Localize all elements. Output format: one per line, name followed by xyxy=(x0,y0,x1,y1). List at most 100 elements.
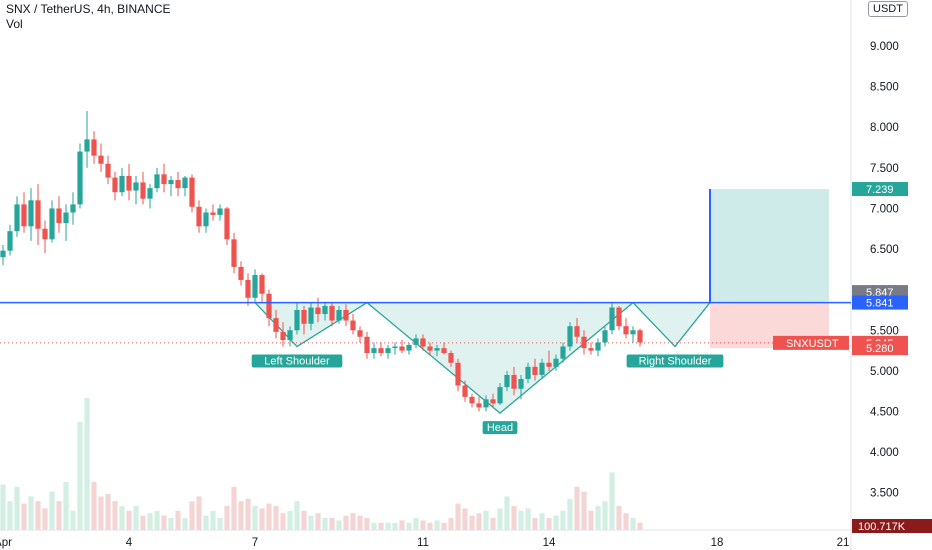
candle-body xyxy=(91,139,97,156)
candle-body xyxy=(0,250,6,258)
candle-body xyxy=(14,204,20,232)
volume-bar xyxy=(567,498,573,530)
volume-bar xyxy=(343,515,349,530)
y-tick-label: 4.000 xyxy=(870,447,899,459)
volume-bar xyxy=(119,506,125,530)
volume-bar xyxy=(518,510,524,530)
volume-bar xyxy=(350,513,356,530)
volume-bar xyxy=(392,522,398,530)
currency-unit-button[interactable]: USDT xyxy=(868,1,908,17)
candle-body xyxy=(35,200,41,229)
candle-body xyxy=(511,374,517,389)
candle-body xyxy=(21,204,27,227)
y-tick-label: 8.500 xyxy=(870,82,899,94)
candle-body xyxy=(266,293,272,319)
volume-bar xyxy=(147,513,153,530)
candle-body xyxy=(329,305,335,321)
candle-body xyxy=(7,231,13,251)
candle-body xyxy=(301,309,307,324)
candle-body xyxy=(147,188,153,199)
volume-bar xyxy=(287,510,293,530)
candle-body xyxy=(210,212,216,215)
candle-body xyxy=(609,307,615,331)
volume-bar xyxy=(266,503,272,530)
candle-body xyxy=(273,318,279,332)
candle-body xyxy=(476,403,482,408)
candle-body xyxy=(532,366,538,375)
volume-bar xyxy=(588,510,594,530)
volume-bar xyxy=(560,510,566,530)
volume-bar xyxy=(63,482,69,530)
candle-body xyxy=(294,309,300,331)
volume-bar xyxy=(273,506,279,530)
volume-bar xyxy=(56,501,62,530)
candle-body xyxy=(98,155,104,164)
candle-body xyxy=(434,348,440,351)
volume-bar xyxy=(364,518,370,530)
x-tick-label: 4 xyxy=(126,537,133,549)
candle-body xyxy=(161,174,167,185)
candle-body xyxy=(378,348,384,354)
candle-body xyxy=(406,344,412,351)
volume-bar xyxy=(322,518,328,530)
volume-bar xyxy=(189,501,195,530)
volume-bar xyxy=(280,513,286,530)
volume-bar xyxy=(210,510,216,530)
x-tick-label: 21 xyxy=(837,537,850,549)
candle-body xyxy=(119,175,125,193)
volume-bar xyxy=(112,501,118,530)
candle-body xyxy=(483,399,489,408)
candle-body xyxy=(84,139,90,152)
volume-bar xyxy=(511,506,517,530)
candle-body xyxy=(287,330,293,341)
volume-bar xyxy=(154,510,160,530)
pattern-label: Left Shoulder xyxy=(264,356,330,368)
volume-bar xyxy=(21,503,27,530)
y-tick-label: 9.000 xyxy=(870,41,899,53)
volume-bar xyxy=(238,501,244,530)
candle-body xyxy=(196,206,202,227)
symbol-tag: SNXUSDT xyxy=(786,338,839,350)
candle-body xyxy=(497,387,503,404)
volume-bar xyxy=(406,522,412,530)
chart-title: SNX / TetherUS, 4h, BINANCE xyxy=(6,2,171,16)
candle-body xyxy=(231,239,237,267)
volume-bar xyxy=(231,486,237,530)
candle-body xyxy=(441,348,447,354)
symbol-tag-box xyxy=(773,335,849,350)
pattern-label: Head xyxy=(487,422,513,434)
volume-bar xyxy=(98,496,104,530)
volume-bar xyxy=(252,506,258,530)
y-tick-label: 4.500 xyxy=(870,407,899,419)
volume-bar xyxy=(217,518,223,530)
volume-bar xyxy=(70,510,76,530)
price-tag: 5.280 xyxy=(866,343,894,355)
volume-bar xyxy=(308,515,314,530)
volume-bar xyxy=(42,508,48,530)
volume-bar xyxy=(420,520,426,530)
pattern-fill xyxy=(255,302,710,414)
candle-body xyxy=(280,331,286,341)
volume-bar xyxy=(77,422,83,530)
candle-body xyxy=(399,346,405,351)
candle-body xyxy=(581,336,587,349)
y-tick-label: 7.500 xyxy=(870,163,899,175)
candle-body xyxy=(560,346,566,359)
candle-body xyxy=(371,348,377,354)
volume-bar xyxy=(28,496,34,530)
candle-body xyxy=(469,396,475,404)
volume-bar xyxy=(539,513,545,530)
volume-bar xyxy=(448,518,454,530)
candle-body xyxy=(42,228,48,240)
candle-body xyxy=(112,177,118,193)
volume-bar xyxy=(91,482,97,530)
volume-bar xyxy=(581,491,587,530)
volume-bar xyxy=(175,510,181,530)
volume-bar xyxy=(483,510,489,530)
candle-body xyxy=(259,275,265,294)
volume-bar xyxy=(203,515,209,530)
chart-header: SNX / TetherUS, 4h, BINANCE Vol xyxy=(6,2,171,32)
candle-body xyxy=(224,208,230,240)
volume-bar xyxy=(602,501,608,530)
